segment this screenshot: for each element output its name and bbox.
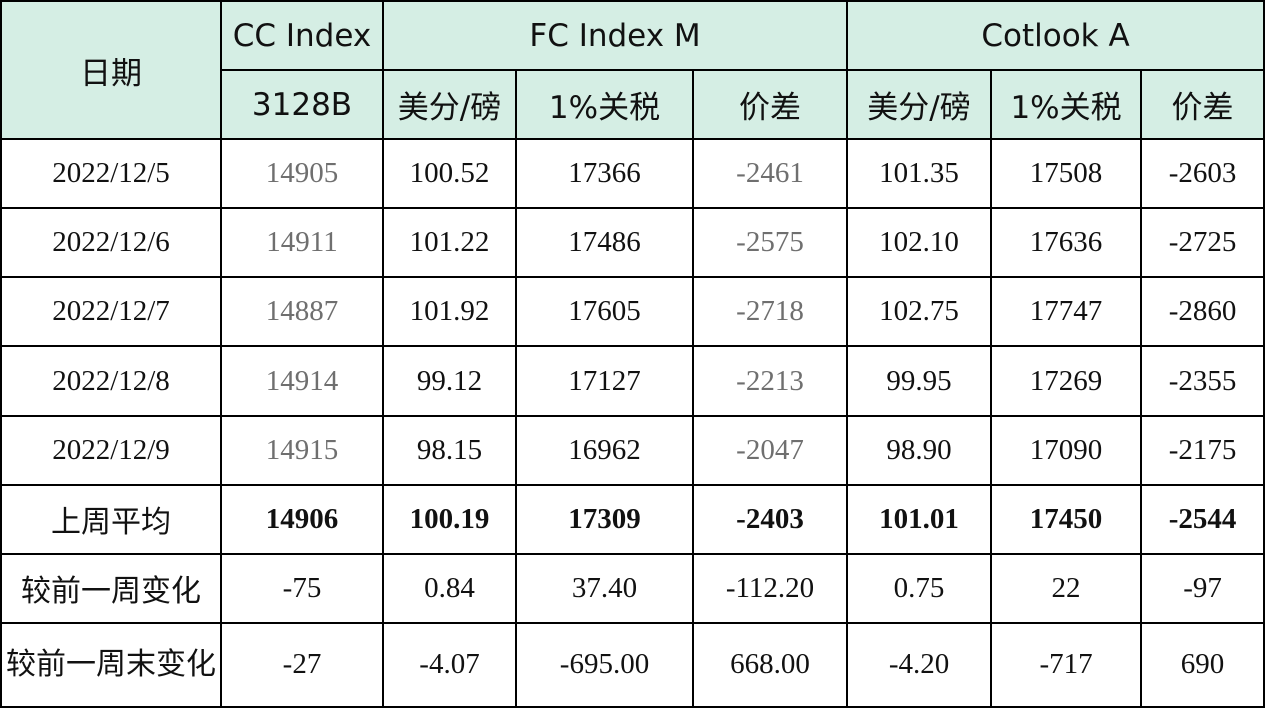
row-date: 2022/12/8 xyxy=(0,345,222,417)
fc-cents-value: 98.15 xyxy=(382,414,517,486)
ca-tariff-value: 17636 xyxy=(990,207,1143,279)
ca-spread-value: -2860 xyxy=(1140,276,1265,348)
fc-cents-value: 101.22 xyxy=(382,207,517,279)
ca-cents-value: -4.20 xyxy=(846,621,993,709)
ca-cents-value: 102.10 xyxy=(846,207,993,279)
fc-cents-value: 100.52 xyxy=(382,138,517,210)
header-fc-cents: 美分/磅 xyxy=(382,69,517,141)
header-row-2: 3128B 美分/磅 1%关税 价差 美分/磅 1%关税 价差 xyxy=(1,69,1265,141)
fc-tariff-value: 17366 xyxy=(515,138,694,210)
ca-tariff-value: 17747 xyxy=(990,276,1143,348)
cc-index-value: 14911 xyxy=(220,207,384,279)
ca-tariff-value: 17090 xyxy=(990,414,1143,486)
row-date: 2022/12/6 xyxy=(0,207,222,279)
ca-cents-value: 99.95 xyxy=(846,345,993,417)
average-row: 上周平均 14906 100.19 17309 -2403 101.01 174… xyxy=(0,483,1265,555)
ca-cents-value: 102.75 xyxy=(846,276,993,348)
week-change-label: 较前一周变化 xyxy=(0,552,222,624)
ca-spread-value: 690 xyxy=(1140,621,1265,709)
ca-spread-value: -2355 xyxy=(1140,345,1265,417)
cc-index-value: 14905 xyxy=(220,138,384,210)
header-ca-cents: 美分/磅 xyxy=(846,69,993,141)
fc-spread-value: 668.00 xyxy=(691,621,849,709)
header-fc-tariff: 1%关税 xyxy=(515,69,694,141)
fc-tariff-value: 16962 xyxy=(515,414,694,486)
ca-cents-value: 98.90 xyxy=(846,414,993,486)
header-cc-sub: 3128B xyxy=(220,69,384,141)
ca-tariff-value: 17269 xyxy=(990,345,1143,417)
cc-index-value: -27 xyxy=(220,621,384,709)
table-row: 2022/12/9 14915 98.15 16962 -2047 98.90 … xyxy=(0,414,1265,486)
ca-spread-value: -97 xyxy=(1140,552,1265,624)
header-ca-spread: 价差 xyxy=(1140,69,1265,141)
fc-cents-value: 99.12 xyxy=(382,345,517,417)
fc-spread-value: -2718 xyxy=(691,276,849,348)
fc-cents-value: 0.84 xyxy=(382,552,517,624)
ca-cents-value: 101.35 xyxy=(846,138,993,210)
fc-tariff-value: 17309 xyxy=(515,483,694,555)
ca-spread-value: -2175 xyxy=(1140,414,1265,486)
header-fc-index: FC Index M xyxy=(381,0,849,72)
fc-tariff-value: 17486 xyxy=(515,207,694,279)
ca-tariff-value: -717 xyxy=(990,621,1143,709)
average-label: 上周平均 xyxy=(0,483,222,555)
header-ca-tariff: 1%关税 xyxy=(990,69,1143,141)
fc-cents-value: 101.92 xyxy=(382,276,517,348)
table-row: 2022/12/7 14887 101.92 17605 -2718 102.7… xyxy=(0,276,1265,348)
header-fc-spread: 价差 xyxy=(691,69,849,141)
fc-tariff-value: 17605 xyxy=(515,276,694,348)
cc-index-value: 14915 xyxy=(220,414,384,486)
ca-tariff-value: 17450 xyxy=(990,483,1143,555)
row-date: 2022/12/9 xyxy=(0,414,222,486)
header-row-1: 日期 CC Index FC Index M Cotlook A xyxy=(0,0,1265,141)
cc-index-value: -75 xyxy=(220,552,384,624)
row-date: 2022/12/5 xyxy=(0,138,222,210)
ca-spread-value: -2603 xyxy=(1140,138,1265,210)
weekend-change-row: 较前一周末变化 -27 -4.07 -695.00 668.00 -4.20 -… xyxy=(0,621,1265,709)
table-row: 2022/12/8 14914 99.12 17127 -2213 99.95 … xyxy=(0,345,1265,417)
ca-tariff-value: 17508 xyxy=(990,138,1143,210)
header-cotlook: Cotlook A xyxy=(846,0,1265,72)
fc-spread-value: -2213 xyxy=(691,345,849,417)
fc-tariff-value: 17127 xyxy=(515,345,694,417)
ca-cents-value: 101.01 xyxy=(846,483,993,555)
fc-spread-value: -2047 xyxy=(691,414,849,486)
ca-spread-value: -2544 xyxy=(1140,483,1265,555)
fc-tariff-value: -695.00 xyxy=(515,621,694,709)
fc-spread-value: -2575 xyxy=(691,207,849,279)
weekend-change-label: 较前一周末变化 xyxy=(0,621,222,709)
fc-spread-value: -2461 xyxy=(691,138,849,210)
header-cc-index: CC Index xyxy=(220,0,384,72)
header-date: 日期 xyxy=(0,0,222,141)
table-row: 2022/12/6 14911 101.22 17486 -2575 102.1… xyxy=(0,207,1265,279)
table-row: 2022/12/5 14905 100.52 17366 -2461 101.3… xyxy=(0,138,1265,210)
ca-tariff-value: 22 xyxy=(990,552,1143,624)
row-date: 2022/12/7 xyxy=(0,276,222,348)
cc-index-value: 14906 xyxy=(220,483,384,555)
fc-spread-value: -112.20 xyxy=(691,552,849,624)
ca-cents-value: 0.75 xyxy=(846,552,993,624)
cc-index-value: 14914 xyxy=(220,345,384,417)
fc-tariff-value: 37.40 xyxy=(515,552,694,624)
cc-index-value: 14887 xyxy=(220,276,384,348)
fc-cents-value: -4.07 xyxy=(382,621,517,709)
fc-cents-value: 100.19 xyxy=(382,483,517,555)
week-change-row: 较前一周变化 -75 0.84 37.40 -112.20 0.75 22 -9… xyxy=(0,552,1265,624)
ca-spread-value: -2725 xyxy=(1140,207,1265,279)
fc-spread-value: -2403 xyxy=(691,483,849,555)
